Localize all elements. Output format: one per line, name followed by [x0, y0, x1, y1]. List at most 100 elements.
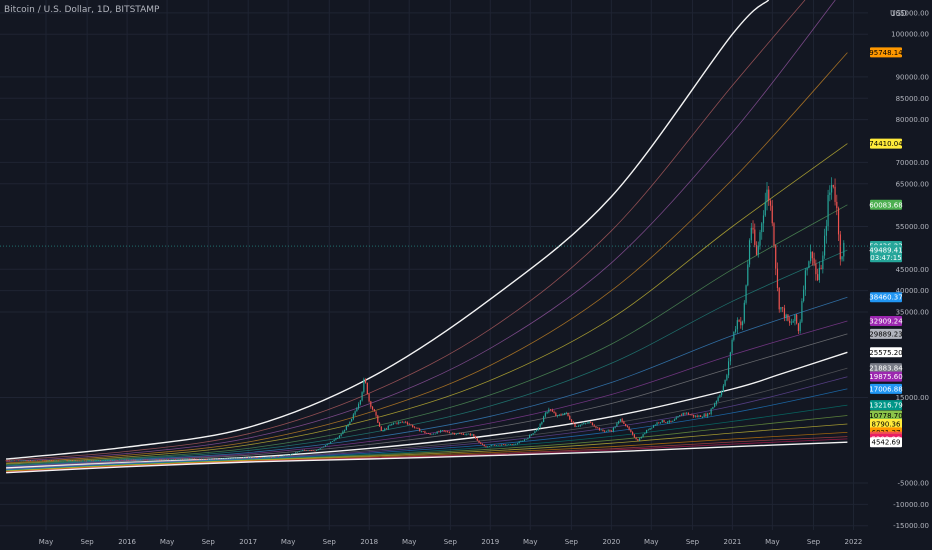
candle-body [584, 423, 587, 424]
candle-body [586, 422, 588, 424]
candle-body [769, 200, 772, 206]
band-line-0 [6, 0, 770, 460]
candle-body [117, 460, 119, 461]
candle-body [628, 426, 630, 430]
price-tag [870, 315, 902, 326]
candle-body [237, 457, 239, 459]
candle-body [827, 194, 829, 227]
candle-body [5, 460, 7, 462]
candle-body [305, 450, 307, 451]
candle-body [71, 460, 73, 462]
candle-body [424, 431, 426, 433]
candle-body [288, 455, 290, 456]
candle-body [218, 458, 220, 460]
candle-body [33, 460, 35, 462]
price-tag-label: 25575.20 [869, 349, 902, 357]
price-tags: 95748.1474410.0460083.6850436.2303:47:15… [869, 47, 903, 448]
price-tag-label: 13216.79 [869, 402, 902, 410]
band-line-9 [6, 333, 848, 468]
band-line-16 [6, 423, 848, 472]
candle-body [549, 409, 552, 410]
candle-body [729, 352, 731, 362]
candle-body [823, 235, 826, 256]
candle-body [398, 422, 400, 424]
time-axis[interactable]: May Sep 2016 May Sep 2017 May Sep 2018 May Sep 2019… [39, 538, 863, 546]
candle-body [560, 414, 562, 416]
price-candles [5, 177, 845, 462]
y-tick-label: 105000.00 [891, 9, 929, 17]
candle-body [459, 433, 461, 435]
candle-body [551, 409, 553, 412]
candle-body [703, 414, 705, 417]
candle-body [42, 460, 44, 462]
x-tick-label: May [160, 538, 174, 546]
candle-body [794, 314, 796, 322]
candle-body [331, 441, 334, 442]
candle-body [200, 458, 203, 460]
price-tag-label: 74410.04 [869, 140, 903, 148]
candle-body [474, 436, 477, 439]
candle-body [78, 460, 80, 462]
candle-body [185, 458, 187, 460]
candle-body [748, 240, 751, 265]
candle-body [295, 452, 297, 454]
candle-body [619, 419, 621, 422]
candle-body [700, 415, 702, 417]
candle-body [433, 433, 435, 435]
candle-body [408, 424, 410, 425]
candle-body [799, 321, 801, 332]
candle-body [186, 458, 189, 460]
candle-body [345, 426, 347, 431]
candle-body [312, 450, 314, 452]
candle-body [640, 437, 642, 439]
candle-body [761, 223, 763, 233]
candle-body [131, 459, 133, 461]
candle-body [214, 458, 217, 460]
candle-body [162, 459, 164, 461]
candle-body [515, 444, 517, 445]
candle-body [267, 457, 269, 458]
candle-body [759, 232, 761, 246]
candle-body [92, 460, 94, 462]
candle-body [701, 416, 704, 418]
candle-body [293, 453, 295, 454]
candle-body [377, 415, 379, 423]
candle-body [40, 460, 42, 462]
candle-body [357, 404, 360, 409]
x-tick-label: May [523, 538, 537, 546]
chart-title: Bitcoin / U.S. Dollar, 1D, BITSTAMP [4, 5, 160, 15]
candle-body [511, 444, 513, 446]
candle-body [206, 458, 208, 460]
candle-body [14, 460, 16, 462]
candle-body [810, 251, 812, 262]
candle-body [309, 450, 311, 451]
candle-body [220, 458, 222, 460]
candle-body [232, 457, 234, 459]
candle-body [817, 274, 819, 281]
candle-body [792, 321, 794, 323]
candle-body [303, 449, 306, 451]
candle-body [705, 414, 707, 417]
price-tag [870, 437, 902, 448]
candle-body [762, 215, 765, 224]
x-tick-label: Sep [81, 538, 95, 546]
price-tag-label: 49489.41 [869, 247, 902, 255]
candle-body [509, 444, 512, 445]
candle-body [246, 457, 248, 459]
candle-body [719, 395, 721, 398]
candle-body [333, 439, 335, 442]
price-tag [870, 328, 902, 339]
candle-body [453, 433, 456, 435]
price-axis[interactable]: 105000.00 100000.00 90000.00 85000.00 80000.… [891, 9, 929, 530]
candle-body [31, 460, 33, 462]
candle-body [263, 457, 265, 458]
candle-body [26, 460, 28, 462]
candle-body [75, 460, 77, 462]
candle-body [406, 422, 409, 425]
x-tick-label: May [765, 538, 779, 546]
y-tick-label: 35000.00 [896, 309, 929, 317]
candle-body [478, 440, 480, 443]
candle-body [83, 460, 86, 462]
candle-body [471, 434, 473, 436]
